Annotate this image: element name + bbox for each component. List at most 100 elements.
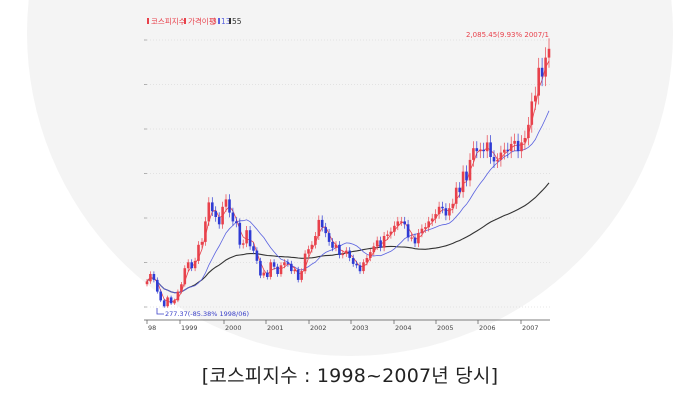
x-tick-label: 2001 (267, 324, 284, 332)
candle (348, 250, 351, 258)
candle (382, 236, 386, 248)
candle (527, 124, 530, 138)
candle (214, 211, 217, 217)
candle (193, 260, 197, 269)
candle (145, 281, 149, 285)
candle (341, 253, 345, 256)
legend-index-swatch (147, 18, 149, 24)
candle (520, 142, 523, 152)
candle (358, 265, 362, 272)
candle (430, 218, 434, 222)
candle (458, 187, 461, 193)
x-tick-label: 2007 (522, 324, 539, 332)
candle (334, 244, 338, 248)
x-tick-label: 1999 (181, 324, 198, 332)
candle (183, 268, 187, 285)
candle (293, 269, 296, 272)
candle (451, 203, 455, 209)
candle (444, 208, 448, 216)
candle (472, 148, 475, 160)
low-marker-arrow (156, 308, 164, 315)
candle (489, 142, 492, 157)
candle (269, 262, 272, 277)
candle (262, 272, 266, 276)
candle (303, 253, 307, 272)
candle (296, 269, 300, 280)
candle (503, 149, 506, 153)
candle (547, 48, 551, 58)
candle (173, 300, 176, 304)
candle (190, 262, 193, 269)
candle (509, 143, 513, 152)
candle (448, 208, 451, 216)
candle (427, 221, 430, 228)
candle (499, 152, 503, 160)
candle (403, 221, 406, 225)
ma3-series-line (146, 60, 550, 303)
candle (259, 260, 262, 276)
candle (434, 214, 437, 219)
candle (362, 262, 365, 272)
legend-ma13-swatch (218, 18, 220, 24)
x-tick-label: 2002 (310, 324, 327, 332)
candle (410, 237, 413, 239)
candle (221, 206, 224, 225)
candle (441, 206, 444, 209)
candle (516, 140, 520, 152)
candle (255, 250, 259, 261)
candle (413, 237, 417, 244)
candle (365, 258, 369, 263)
x-tick-label: 98 (148, 324, 156, 332)
candle (355, 263, 358, 266)
candle (276, 266, 279, 274)
low-marker: 277.37(-85.38% 1998/06) (156, 308, 249, 318)
candle (200, 241, 204, 245)
candle (159, 291, 162, 301)
candle (393, 225, 396, 232)
candle (252, 246, 255, 251)
candle (482, 149, 485, 152)
ma13-line (146, 110, 550, 294)
candle (231, 212, 235, 222)
candle (204, 221, 207, 242)
candles (145, 38, 551, 308)
candle (492, 157, 496, 162)
ma55-line (146, 182, 550, 294)
candle (245, 230, 248, 244)
candle (266, 272, 269, 277)
ma13-series-line (146, 110, 550, 294)
candle (180, 284, 183, 292)
ma3-line (146, 60, 550, 303)
candle (235, 221, 238, 223)
x-tick-label: 2006 (479, 324, 496, 332)
candle (149, 274, 152, 282)
candle (327, 233, 331, 242)
candle (224, 199, 228, 207)
candle (389, 231, 393, 235)
candle (540, 67, 544, 77)
low-annotation: 277.37(-85.38% 1998/06) (165, 310, 249, 318)
candle (523, 138, 527, 143)
high-annotation: 2,085.45(9.93% 2007/1 (466, 31, 549, 39)
candle (420, 228, 424, 234)
candle (248, 230, 252, 247)
candle (424, 227, 427, 229)
candle (324, 227, 327, 234)
legend-ma3: 3 (212, 17, 217, 26)
legend-ma13: 13 (221, 17, 231, 26)
candle (534, 95, 537, 102)
candle (351, 258, 355, 264)
legend-ma-label: 가격이평 (188, 16, 216, 26)
x-tick-label: 2004 (395, 324, 412, 332)
candle (238, 222, 242, 245)
candle (331, 241, 334, 248)
candle (272, 262, 276, 267)
candle (241, 243, 245, 245)
candle (286, 262, 290, 264)
candle (310, 244, 314, 250)
candle (475, 148, 479, 152)
candle (454, 187, 458, 204)
candle (369, 252, 372, 258)
candle (461, 171, 465, 193)
